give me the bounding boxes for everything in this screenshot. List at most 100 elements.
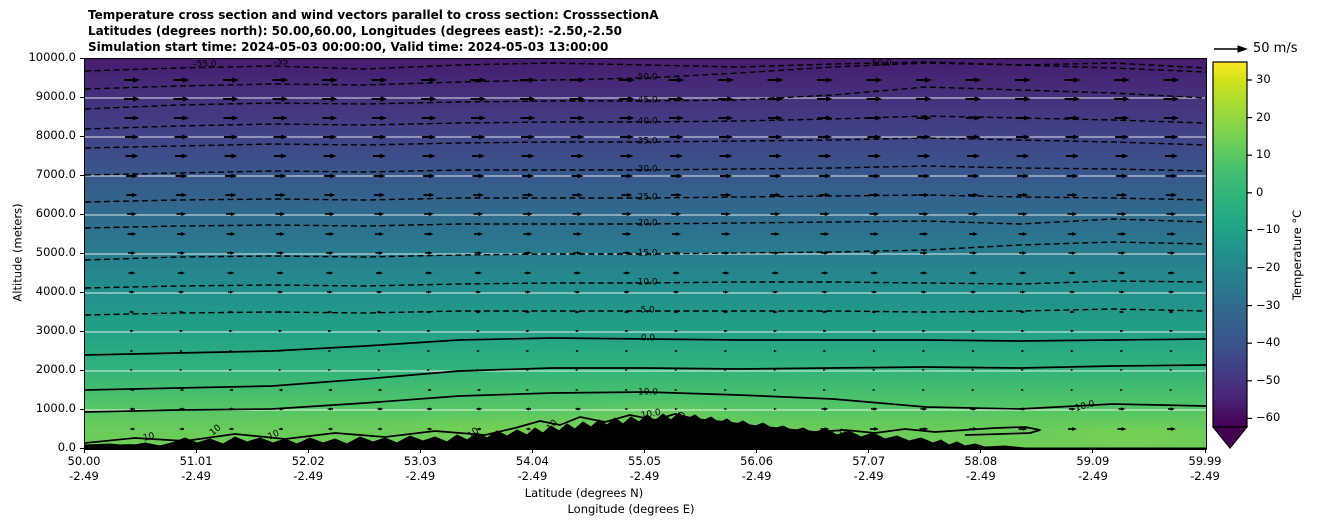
wind-arrow-head	[478, 192, 484, 198]
wind-arrow-head	[824, 407, 829, 411]
wind-arrow-head	[773, 407, 777, 411]
wind-arrow-head	[180, 271, 185, 275]
wind-arrow-head	[280, 153, 287, 159]
wind-arrow-head	[1170, 290, 1175, 294]
y-tick-mark	[80, 252, 84, 254]
wind-arrow-head	[724, 407, 728, 411]
x-tick-label-lon: -2.49	[69, 469, 99, 483]
wind-arrow-head	[181, 212, 187, 216]
wind-arrow-head	[129, 427, 134, 431]
wind-arrow-head	[872, 349, 876, 353]
wind-arrow-head	[625, 329, 629, 333]
wind-arrow-head	[327, 407, 331, 411]
wind-arrow-head	[527, 232, 533, 236]
wind-arrow-head	[923, 271, 928, 275]
wind-arrow-head	[923, 251, 928, 255]
wind-arrow-head	[922, 368, 926, 372]
wind-arrow-head	[182, 115, 189, 121]
wind-reference-label: 50 m/s	[1253, 41, 1298, 56]
wind-arrow-head	[479, 96, 487, 102]
wind-arrow-head	[578, 96, 586, 102]
x-tick-label-lat: 56.06	[740, 454, 774, 468]
wind-arrow-head	[133, 96, 140, 102]
contour-line--50	[85, 62, 1206, 90]
wind-arrow-head	[377, 368, 381, 372]
y-tick-label: 1000.0	[35, 401, 76, 415]
wind-arrow-head	[676, 212, 682, 216]
wind-arrow-head	[922, 349, 926, 353]
wind-arrow-head	[1023, 115, 1031, 121]
wind-arrow-head	[823, 388, 827, 392]
x-tick-label-lat: 59.09	[1076, 454, 1110, 468]
wind-arrow-head	[378, 271, 383, 275]
wind-arrow-head	[825, 115, 833, 121]
wind-arrow-head	[873, 310, 877, 314]
wind-arrow-head	[1024, 96, 1031, 102]
wind-arrow-head	[875, 134, 882, 140]
wind-arrow-head	[179, 349, 183, 353]
wind-arrow-head	[724, 349, 728, 353]
wind-arrow-head	[1172, 96, 1180, 102]
wind-arrow-head	[1071, 251, 1077, 255]
wind-arrow-head	[179, 388, 183, 392]
wind-arrow-head	[479, 77, 487, 83]
wind-arrow-head	[1022, 407, 1027, 411]
wind-arrow-head	[1123, 96, 1130, 102]
wind-arrow-head	[677, 134, 684, 140]
wind-arrow-head	[329, 290, 333, 294]
wind-arrow-head	[427, 368, 431, 372]
wind-arrow-head	[973, 153, 980, 159]
wind-arrow-head	[1123, 77, 1130, 83]
wind-arrow-head	[1021, 310, 1026, 314]
wind-arrow-head	[526, 349, 530, 353]
wind-arrow-head	[129, 407, 133, 411]
wind-arrow-head	[874, 153, 881, 159]
wind-arrow-head	[1171, 212, 1177, 216]
contour-label: -50.0	[634, 72, 658, 83]
wind-arrow-head	[775, 173, 782, 179]
wind-arrow-head	[577, 173, 584, 179]
wind-arrow-head	[1070, 388, 1074, 392]
wind-arrow-head	[674, 368, 678, 372]
contour-line--10	[85, 280, 1206, 289]
wind-arrow-head	[130, 349, 134, 353]
colorbar-tick-label: 0	[1256, 184, 1264, 199]
wind-arrow-head	[328, 310, 333, 314]
x-tick-mark	[868, 449, 870, 453]
wind-arrow-head	[328, 349, 332, 353]
wind-arrow-head	[924, 192, 930, 198]
wind-arrow-head	[677, 77, 685, 83]
wind-arrow-head	[1073, 77, 1081, 83]
wind-arrow-head	[277, 407, 282, 411]
wind-arrow-head	[181, 192, 187, 198]
y-tick-label: 6000.0	[35, 206, 76, 220]
x-tick-mark	[83, 449, 85, 453]
wind-arrow-head	[132, 153, 139, 159]
wind-arrow-head	[924, 153, 931, 159]
wind-arrow-head	[475, 407, 480, 411]
wind-arrow-head	[428, 251, 433, 255]
wind-arrow-head	[727, 77, 734, 83]
wind-arrow-head	[873, 407, 878, 411]
wind-arrow-head	[182, 96, 190, 102]
wind-arrow-head	[230, 290, 234, 294]
wind-arrow-head	[1120, 329, 1124, 333]
wind-arrow-head	[379, 153, 386, 159]
x-tick-label-lat: 54.04	[515, 454, 549, 468]
contour-line--45	[85, 86, 1206, 110]
wind-arrow-head	[231, 134, 238, 140]
wind-arrow-head	[281, 77, 289, 83]
contour-label: 10.0	[637, 420, 659, 431]
contour-line--35	[85, 137, 1206, 149]
colorbar-tick-label: −30	[1256, 297, 1281, 312]
wind-arrow-head	[972, 271, 977, 275]
wind-arrow-head	[1172, 115, 1179, 121]
wind-arrow-head	[1171, 427, 1176, 431]
wind-arrow-head	[676, 173, 683, 179]
wind-arrow-head	[824, 232, 830, 236]
wind-arrow-head	[478, 173, 485, 179]
wind-arrow-head	[133, 77, 140, 83]
wind-arrow-head	[972, 290, 977, 294]
contour-line--25	[85, 194, 1206, 203]
wind-arrow-head	[229, 310, 234, 314]
